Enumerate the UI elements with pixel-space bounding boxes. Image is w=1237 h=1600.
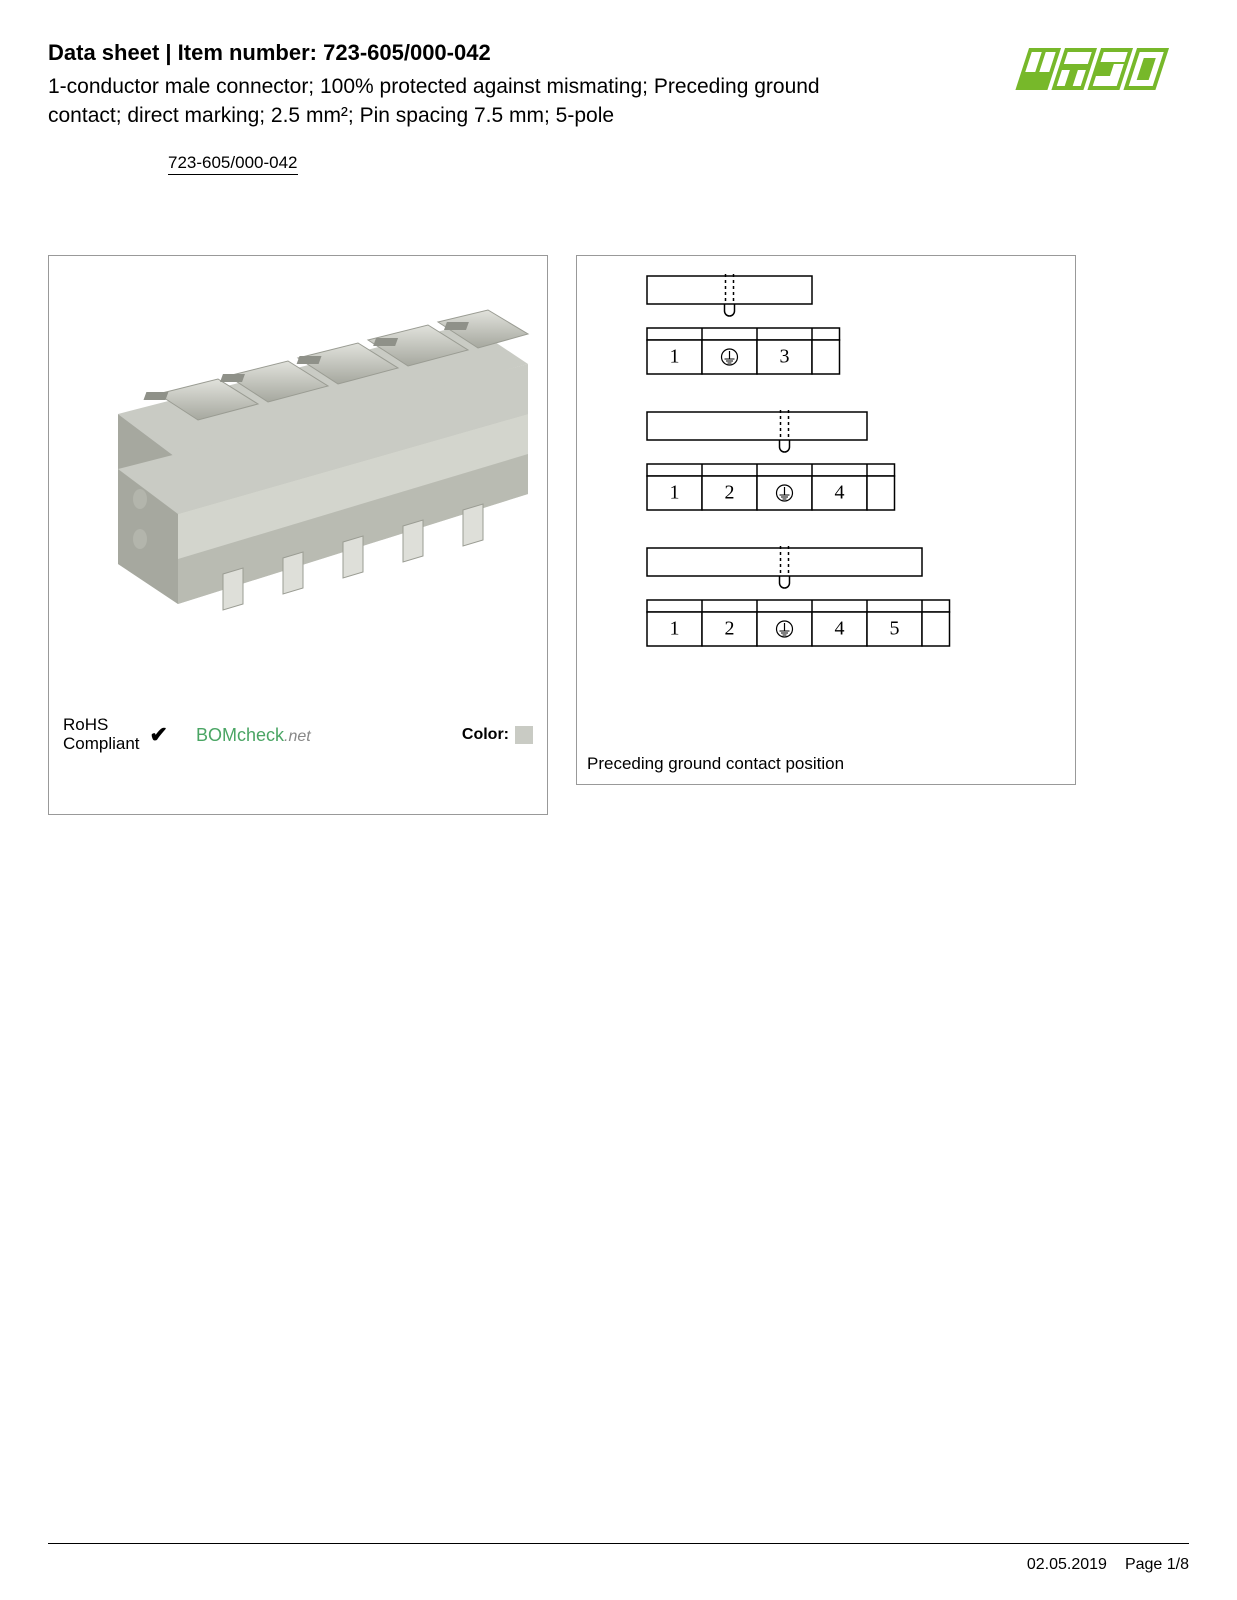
footer-rule (48, 1543, 1189, 1544)
rohs-line1: RoHS (63, 716, 140, 735)
svg-text:5: 5 (890, 617, 900, 639)
bomcheck-suffix: .net (284, 728, 311, 745)
bomcheck-logo: BOMcheck.net (196, 725, 311, 746)
color-swatch (515, 726, 533, 744)
wago-logo (1009, 42, 1189, 101)
svg-text:4: 4 (835, 617, 845, 639)
bomcheck-main: BOMcheck (196, 725, 284, 745)
product-image (57, 264, 539, 694)
title-line: Data sheet | Item number: 723-605/000-04… (48, 40, 989, 66)
title-item-number: 723-605/000-042 (323, 40, 491, 65)
compliance-row: RoHS Compliant ✔ BOMcheck.net Color: (63, 716, 533, 753)
rohs-badge: RoHS Compliant ✔ (63, 716, 168, 753)
check-icon: ✔ (150, 722, 168, 748)
diagram-caption: Preceding ground contact position (587, 742, 1065, 774)
title-prefix: Data sheet | Item number: (48, 40, 323, 65)
svg-text:1: 1 (670, 481, 680, 503)
svg-text:2: 2 (725, 481, 735, 503)
svg-text:1: 1 (670, 617, 680, 639)
svg-text:4: 4 (835, 481, 845, 503)
product-panel: RoHS Compliant ✔ BOMcheck.net Color: (48, 255, 548, 815)
ground-position-diagram: 1 3 1 2 4 1 2 4 5 (587, 268, 1065, 708)
footer: 02.05.2019 Page 1/8 (1027, 1556, 1189, 1574)
diagram-panel: 1 3 1 2 4 1 2 4 5 Preceding ground contact posit… (576, 255, 1076, 785)
footer-date: 02.05.2019 (1027, 1556, 1107, 1574)
svg-text:2: 2 (725, 617, 735, 639)
color-label: Color: (462, 726, 509, 744)
rohs-line2: Compliant (63, 735, 140, 754)
header-text: Data sheet | Item number: 723-605/000-04… (48, 40, 989, 131)
panels: RoHS Compliant ✔ BOMcheck.net Color: 131… (48, 255, 1189, 815)
item-link[interactable]: 723-605/000-042 (168, 153, 298, 175)
svg-text:3: 3 (780, 345, 790, 367)
footer-page: Page 1/8 (1125, 1556, 1189, 1574)
color-indicator: Color: (462, 726, 533, 744)
subtitle: 1-conductor male connector; 100% protect… (48, 72, 828, 131)
header: Data sheet | Item number: 723-605/000-04… (48, 40, 1189, 131)
svg-text:1: 1 (670, 345, 680, 367)
